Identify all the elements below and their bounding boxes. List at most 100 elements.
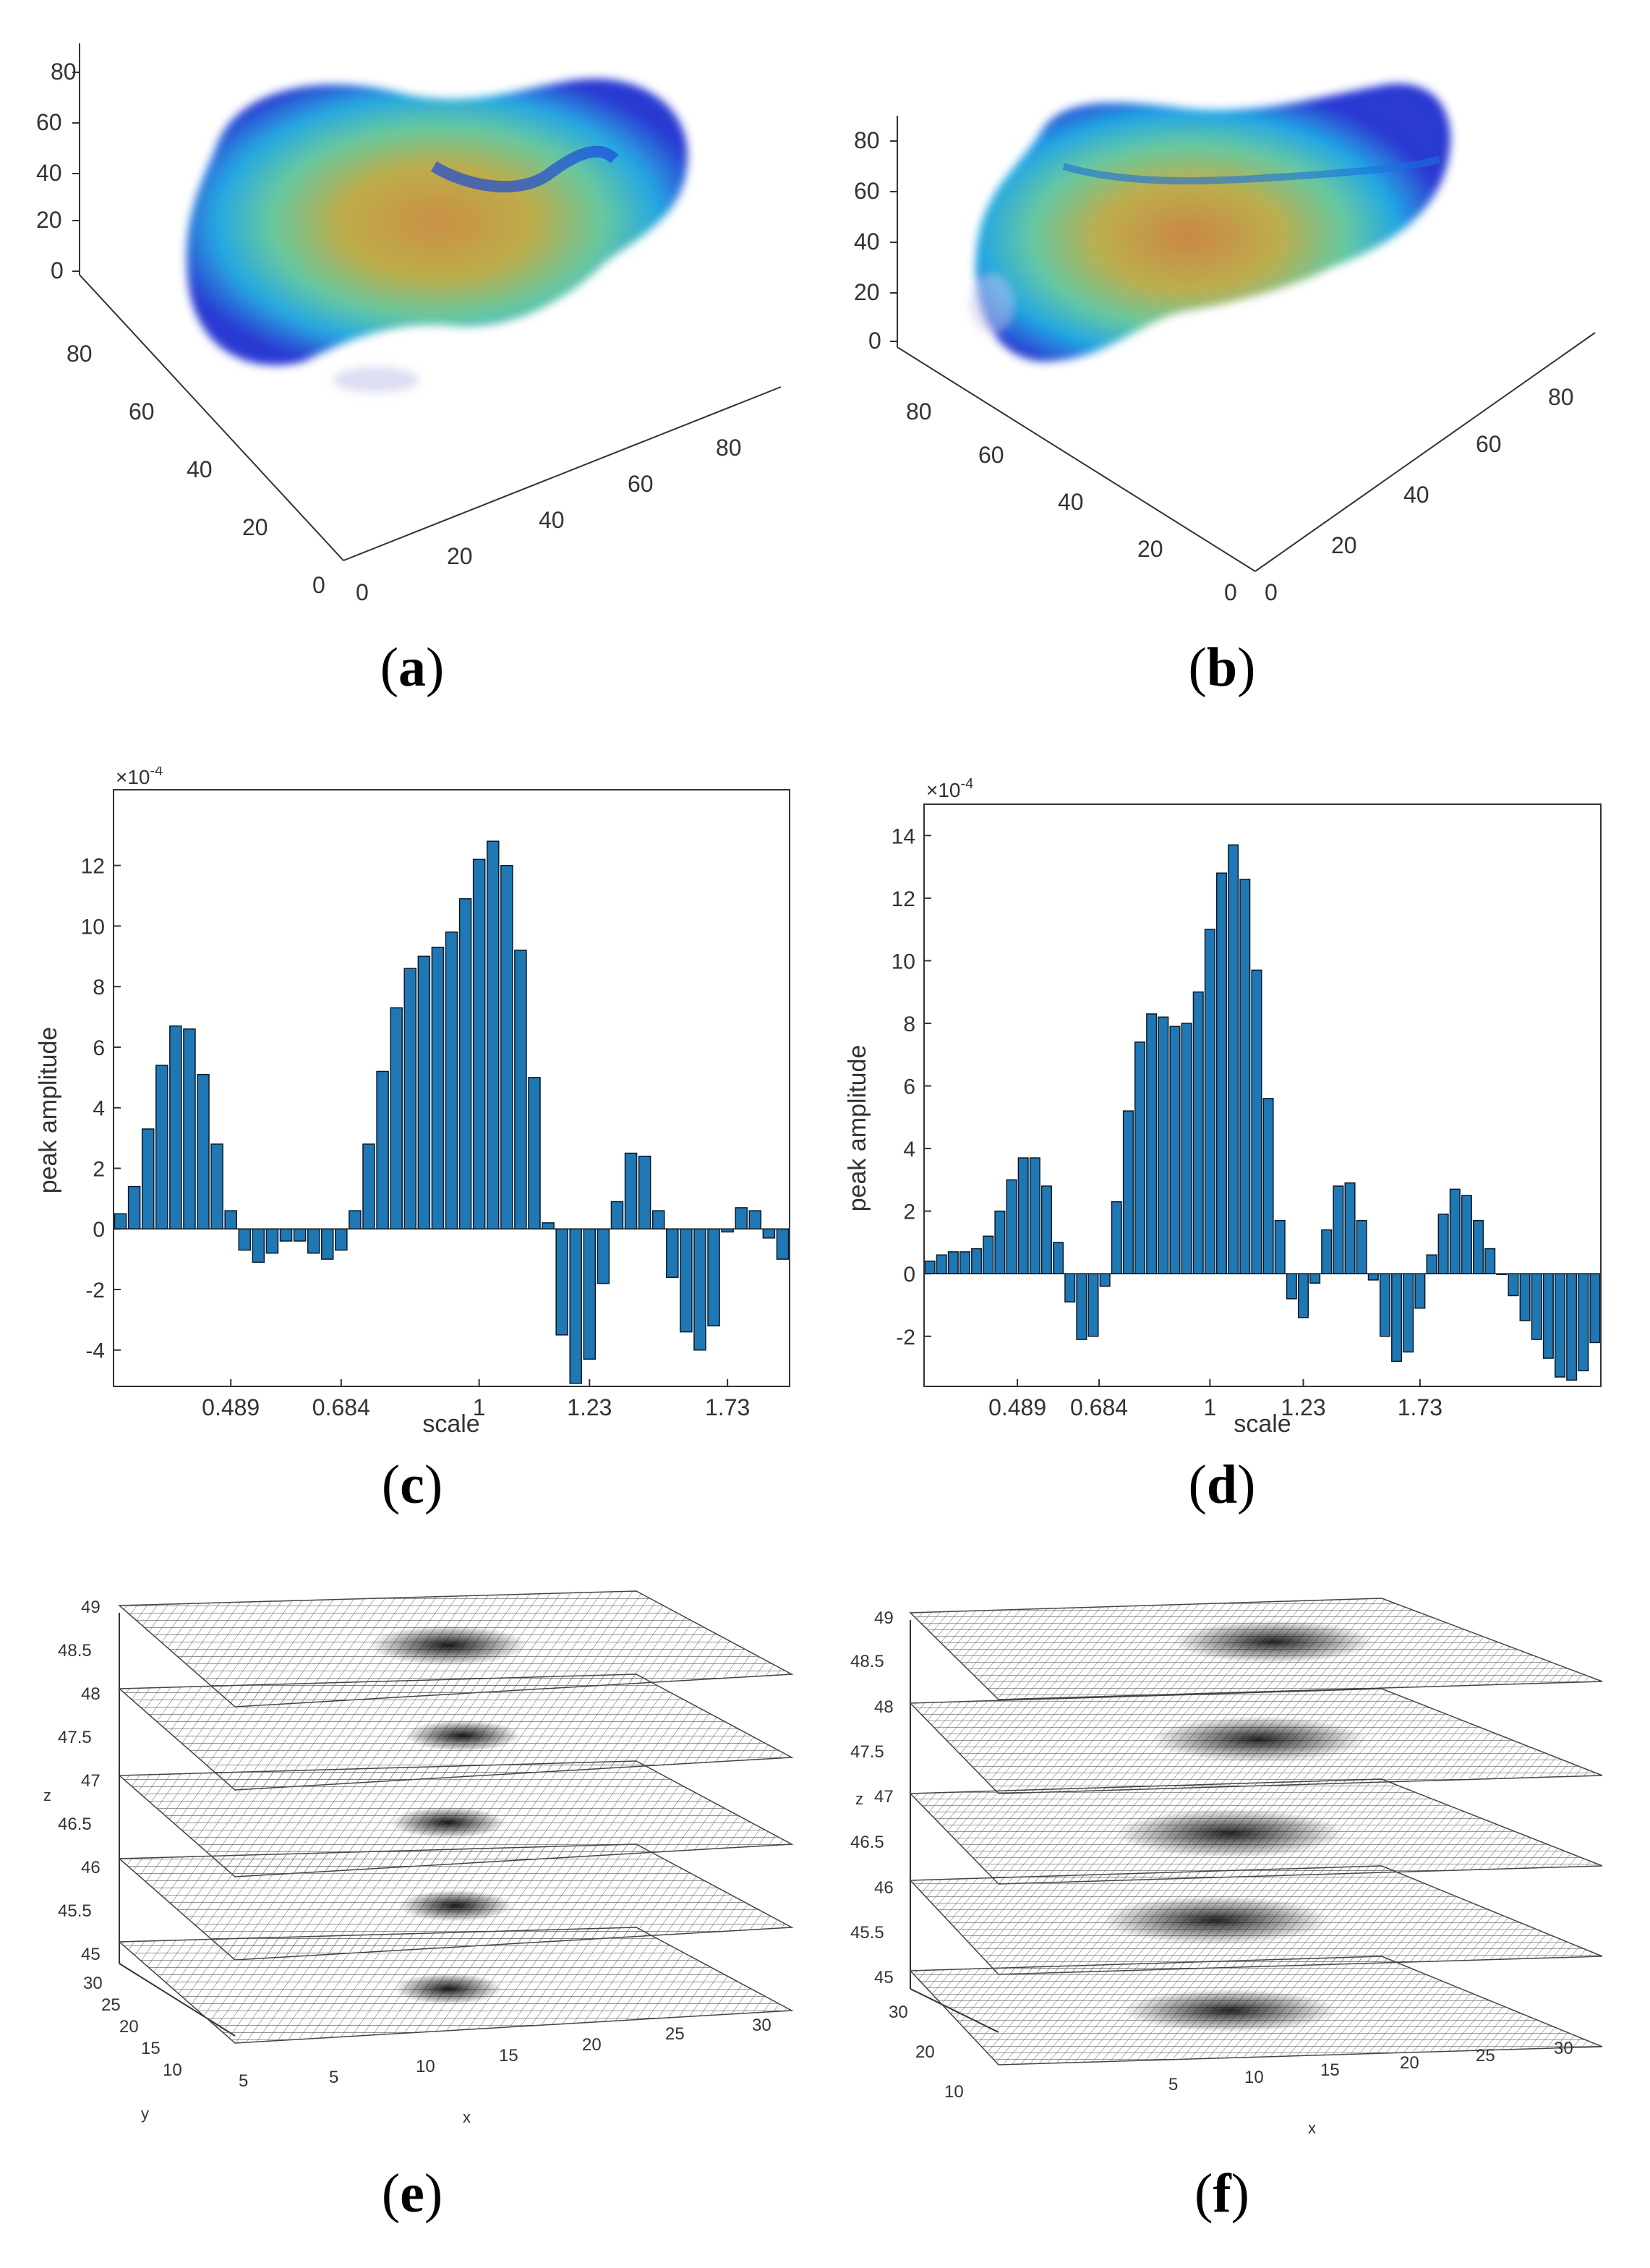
chart-d-bar — [1449, 1188, 1461, 1274]
chart-c-bar — [183, 1028, 196, 1229]
y-tick-a-20: 20 — [242, 514, 268, 540]
chart-d-bar — [1589, 1273, 1601, 1344]
chart-d-bar — [1192, 991, 1204, 1274]
chart-d-ytick-label: -2 — [896, 1326, 915, 1350]
mesh-f-layers — [909, 1598, 1603, 2066]
chart-c-bar — [265, 1228, 279, 1254]
chart-c-ytick-label: -2 — [85, 1279, 105, 1303]
chart-d-bar — [1169, 1026, 1181, 1274]
z-tick-a-0: 0 — [51, 257, 64, 284]
chart-d-bar — [1228, 844, 1239, 1274]
chart-d-bar — [1379, 1273, 1390, 1337]
chart-d-bar — [1403, 1273, 1414, 1353]
volume-plot-b: 80 60 40 20 0 80 60 40 20 0 0 20 40 60 8… — [854, 83, 1596, 605]
chart-c-ytick-label: 2 — [93, 1157, 105, 1181]
chart-d-bar — [1414, 1273, 1426, 1309]
chart-c-ytick-label: 12 — [81, 855, 105, 879]
chart-c-bar — [307, 1228, 320, 1254]
chart-d-bar — [1017, 1157, 1029, 1274]
mesh-f-z-label: z — [855, 1790, 863, 1808]
x-tick-f-10: 10 — [1244, 2068, 1264, 2087]
y-tick-a-80: 80 — [67, 341, 93, 367]
chart-c-bar — [528, 1077, 541, 1229]
bar-chart-panel-d: ×10-4 -2 0 2 4 6 8 10 12 14 0.489 0.684 1 1.23 1.73 … — [825, 767, 1650, 1454]
chart-c-ytick-label: 0 — [93, 1218, 105, 1242]
chart-c-bar — [279, 1228, 293, 1242]
chart-c-bar — [238, 1228, 252, 1251]
z-tick-e-47: 47 — [81, 1771, 101, 1791]
chart-d-ytick-label: 8 — [903, 1012, 915, 1036]
chart-d-bar — [1251, 969, 1262, 1274]
y-tick-e-30: 30 — [83, 1974, 103, 1993]
x-tick-f-15: 15 — [1320, 2060, 1340, 2080]
chart-c-bar — [403, 968, 417, 1229]
volume-ridge-a — [430, 145, 619, 193]
chart-d-bar — [1391, 1273, 1403, 1363]
y-tick-e-10: 10 — [163, 2060, 182, 2080]
chart-d-bar — [1146, 1013, 1158, 1274]
chart-d-bar — [1309, 1273, 1321, 1284]
chart-c-bar — [693, 1228, 706, 1351]
chart-c-multiplier: ×10-4 — [116, 767, 163, 788]
z-tick-e-45: 45 — [81, 1945, 101, 1964]
y-tick-a-0: 0 — [312, 572, 325, 598]
chart-c-y-ticks: -4 -2 0 2 4 6 8 10 12 — [81, 855, 121, 1363]
chart-c-ylabel: peak amplitude — [35, 1027, 62, 1194]
chart-d-bar — [1029, 1157, 1040, 1274]
z-tick-f-46: 46 — [874, 1878, 894, 1898]
caption-f: (f) — [1194, 2163, 1249, 2224]
mesh-e-z-ticks: 49 48.5 48 47.5 47 46.5 46 45.5 45 — [58, 1598, 101, 1964]
chart-d-ylabel: peak amplitude — [844, 1045, 871, 1212]
chart-c-xtick-label: 0.684 — [312, 1394, 370, 1420]
chart-d-bar — [1426, 1254, 1437, 1274]
chart-d-bar — [959, 1251, 971, 1274]
chart-d-bar — [1274, 1219, 1286, 1274]
z-tick-e-48.5: 48.5 — [58, 1641, 92, 1660]
chart-d-bar — [1076, 1273, 1087, 1340]
chart-c-bar — [569, 1228, 582, 1384]
chart-d-bar — [1484, 1248, 1496, 1274]
volume-render-a — [187, 78, 688, 393]
y-tick-f-10: 10 — [944, 2082, 964, 2102]
chart-c-bar — [252, 1228, 265, 1263]
x-tick-e-20: 20 — [582, 2035, 602, 2055]
chart-c-bar — [748, 1210, 762, 1229]
z-tick-e-48: 48 — [81, 1684, 101, 1704]
y-tick-b-20: 20 — [1137, 536, 1163, 562]
caption-a: (a) — [380, 637, 445, 698]
chart-d-bar — [1531, 1273, 1542, 1340]
caption-b: (b) — [1188, 637, 1256, 698]
chart-d-frame — [923, 803, 1602, 1387]
x-tick-a-40: 40 — [539, 507, 565, 533]
chart-d-bar — [1122, 1110, 1134, 1274]
chart-c-bar — [597, 1228, 610, 1284]
chart-d-bar — [1519, 1273, 1531, 1321]
y-tick-e-5: 5 — [239, 2071, 248, 2091]
y-tick-a-60: 60 — [129, 398, 155, 425]
chart-c-bar — [458, 898, 472, 1229]
x-tick-b-0: 0 — [1265, 579, 1278, 605]
chart-c-x-ticks: 0.489 0.684 1 1.23 1.73 — [202, 1379, 750, 1420]
chart-d-bar — [936, 1254, 947, 1274]
x-tick-a-80: 80 — [716, 435, 742, 461]
chart-c-bar — [624, 1152, 638, 1229]
volume-render-b — [970, 83, 1451, 362]
chart-c-bar — [445, 932, 458, 1229]
chart-c-bar — [762, 1228, 776, 1239]
mesh-e-y-ticks: 30 25 20 15 10 5 — [83, 1974, 248, 2091]
x-tick-f-5: 5 — [1168, 2075, 1178, 2094]
z-tick-f-49: 49 — [874, 1608, 894, 1628]
chart-d-bar — [1087, 1273, 1099, 1337]
mesh-plot-e: 49 48.5 48 47.5 47 46.5 46 45.5 45 z 30 … — [43, 1590, 794, 2126]
chart-d-bar — [947, 1251, 959, 1274]
chart-c-xtick-label: 1 — [473, 1394, 486, 1420]
x-tick-b-40: 40 — [1403, 482, 1429, 508]
x-tick-e-15: 15 — [499, 2046, 518, 2066]
chart-d-bar — [1321, 1229, 1333, 1274]
chart-d-bar — [1437, 1214, 1449, 1274]
chart-d-ytick-label: 12 — [892, 887, 915, 911]
chart-c-xtick-label: 1.73 — [705, 1394, 750, 1420]
z-tick-e-46.5: 46.5 — [58, 1815, 92, 1834]
mesh-e-x-ticks: 5 10 15 20 25 30 — [329, 2016, 771, 2087]
